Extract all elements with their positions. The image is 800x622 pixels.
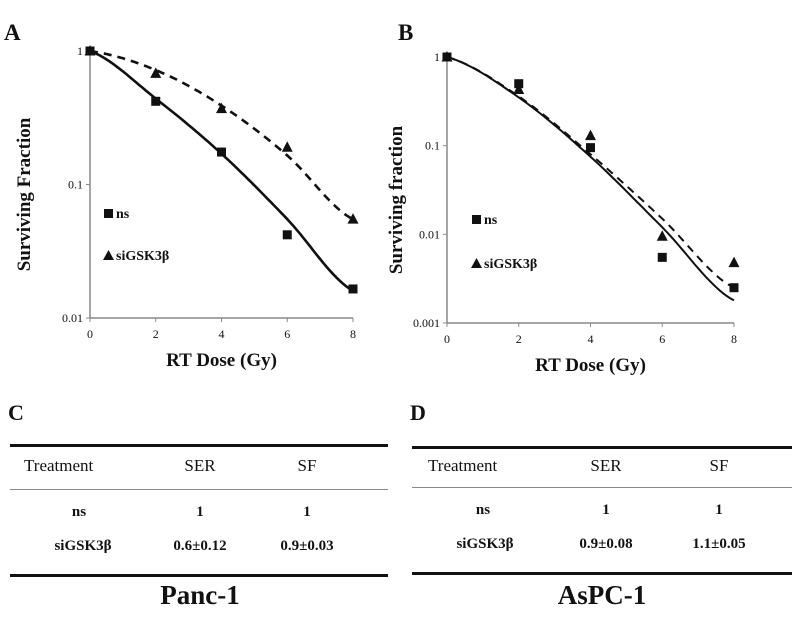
chart-a-x-tick-label: 2 [153,327,159,341]
chart-a-series-sigsk3b-point [216,102,227,114]
table-d-row1-ser: 1 [602,502,610,518]
chart-a-series-sigsk3b-legend-label: siGSK3β [116,249,169,264]
chart-b-y-tick-label: 0.1 [425,139,440,153]
table-c-row1-sf: 1 [303,504,311,520]
chart-b-y-axis-title: Surviving fraction [386,125,407,274]
chart-a-series-sigsk3b-point [150,67,162,78]
chart-a-x-tick-label: 8 [350,327,356,341]
table-c-header-ser: SER [184,456,216,475]
chart-b-series-sigsk3b-legend-label: siGSK3β [484,257,537,272]
chart-a-x-tick-label: 0 [87,327,93,341]
chart-a-series-ns-point [348,284,358,294]
chart-a-series-ns-point [282,230,292,240]
chart-a-x-tick-label: 4 [219,327,225,341]
chart-b-series-ns-legend-label: ns [484,213,498,228]
table-d-top-rule [412,446,792,449]
chart-b-series-ns-point [729,283,739,293]
table-d-header-sf: SF [709,456,729,475]
chart-a-series-ns-legend-label: ns [116,207,130,222]
chart-a-y-tick-label: 0.01 [62,311,83,325]
chart-b-series-ns-legend-marker [472,215,481,224]
chart-b-x-axis-title: RT Dose (Gy) [535,355,646,376]
table-d-header-rule [412,487,792,488]
chart-a-x-axis-title: RT Dose (Gy) [166,350,277,371]
chart-a-series-ns-point [151,96,161,106]
table-d-row2-ser: 0.9±0.08 [579,536,633,552]
table-c-header-sf: SF [297,456,317,475]
chart-b-y-tick-label: 0.01 [419,227,440,241]
chart-a-series-sigsk3b-point [281,141,293,152]
chart-b-series-sigsk3b-point [656,230,668,241]
table-c-row1-treatment: ns [71,504,87,520]
chart-a-series-ns-point [217,147,226,157]
chart-b-series-sigsk3b-legend-marker [471,258,482,268]
table-c-header-treatment: Treatment [24,456,94,475]
chart-b-panel-letter: B [398,20,413,45]
table-d-row2-treatment: siGSK3β [456,536,514,552]
chart-b-y-tick-label: 1 [434,50,440,64]
chart-b-series-sigsk3b-point [513,83,525,94]
table-c-header-rule [10,489,388,490]
chart-a-x-tick-label: 6 [284,327,290,341]
table-c-caption: Panc-1 [160,580,240,610]
table-d-header-ser: SER [590,456,622,475]
chart-b-y-tick-label: 0.001 [413,316,440,330]
chart-a-series-sigsk3b-legend-marker [103,250,114,260]
table-c-bottom-rule [10,574,388,577]
panel-letter-c: C [8,400,24,425]
table-d-caption: AsPC-1 [557,580,647,610]
table-c-top-rule [10,444,388,447]
chart-b-x-tick-label: 8 [731,332,737,346]
table-d-row2-sf: 1.1±0.05 [692,536,746,552]
chart-b-series-ns-fit-line [446,56,735,302]
chart-b-series-sigsk3b-point [585,129,596,141]
table-d-header-treatment: Treatment [428,456,498,475]
table-d-row1-sf: 1 [715,502,723,518]
table-c-row2-sf: 0.9±0.03 [280,538,334,554]
chart-a-series-sigsk3b-point [84,45,96,56]
table-c-row2-ser: 0.6±0.12 [173,538,227,554]
chart-b-x-tick-label: 4 [588,332,594,346]
chart-a-panel-letter: A [4,20,21,45]
table-c-row2-treatment: siGSK3β [54,538,112,554]
table-d-row1-treatment: ns [475,502,491,518]
chart-a-y-axis-title: Surviving Fraction [14,117,35,271]
survival-charts: A 0.01 0.1 1 0 2 4 6 8 RT Dose (Gy) Surviving Frac… [4,20,740,376]
chart-a-series-sigsk3b-point [347,213,359,224]
table-d-bottom-rule [412,572,792,575]
chart-b-series-sigsk3b-fit-line [446,56,735,289]
chart-b-x-tick-label: 6 [659,332,665,346]
panel-letter-d: D [410,400,426,425]
chart-b-series-sigsk3b-point [728,256,740,268]
chart-b-series-ns-point [657,252,667,262]
chart-a-y-tick-label: 0.1 [68,178,83,192]
chart-b-x-tick-label: 2 [516,332,522,346]
chart-a-series-ns-legend-marker [104,209,113,218]
chart-b-x-tick-label: 0 [444,332,450,346]
chart-b-series-sigsk3b-point [441,51,453,62]
table-c-row1-ser: 1 [196,504,204,520]
chart-b-series-ns-point [586,143,595,153]
chart-a-y-tick-label: 1 [77,44,83,58]
